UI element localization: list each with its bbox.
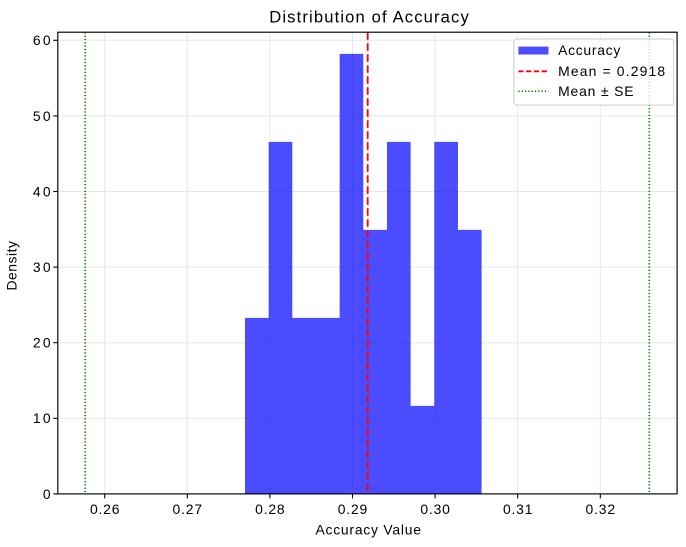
svg-text:Accuracy: Accuracy	[558, 42, 620, 58]
svg-text:Mean ± SE: Mean ± SE	[558, 83, 633, 99]
svg-text:0.28: 0.28	[255, 501, 285, 517]
svg-text:40: 40	[33, 183, 51, 199]
svg-text:0.30: 0.30	[420, 501, 450, 517]
svg-text:50: 50	[33, 108, 51, 124]
svg-text:Accuracy Value: Accuracy Value	[315, 522, 421, 538]
svg-text:0: 0	[43, 486, 51, 502]
svg-text:0.32: 0.32	[586, 501, 616, 517]
svg-text:0.31: 0.31	[503, 501, 533, 517]
svg-text:Distribution of Accuracy: Distribution of Accuracy	[269, 7, 469, 26]
svg-text:Mean = 0.2918: Mean = 0.2918	[558, 63, 665, 79]
svg-text:20: 20	[33, 335, 51, 351]
svg-text:0.26: 0.26	[90, 501, 120, 517]
svg-text:30: 30	[33, 259, 51, 275]
svg-text:Density: Density	[4, 241, 20, 291]
svg-text:0.27: 0.27	[173, 501, 203, 517]
svg-text:10: 10	[33, 410, 51, 426]
svg-text:60: 60	[33, 32, 51, 48]
svg-text:0.29: 0.29	[338, 501, 368, 517]
